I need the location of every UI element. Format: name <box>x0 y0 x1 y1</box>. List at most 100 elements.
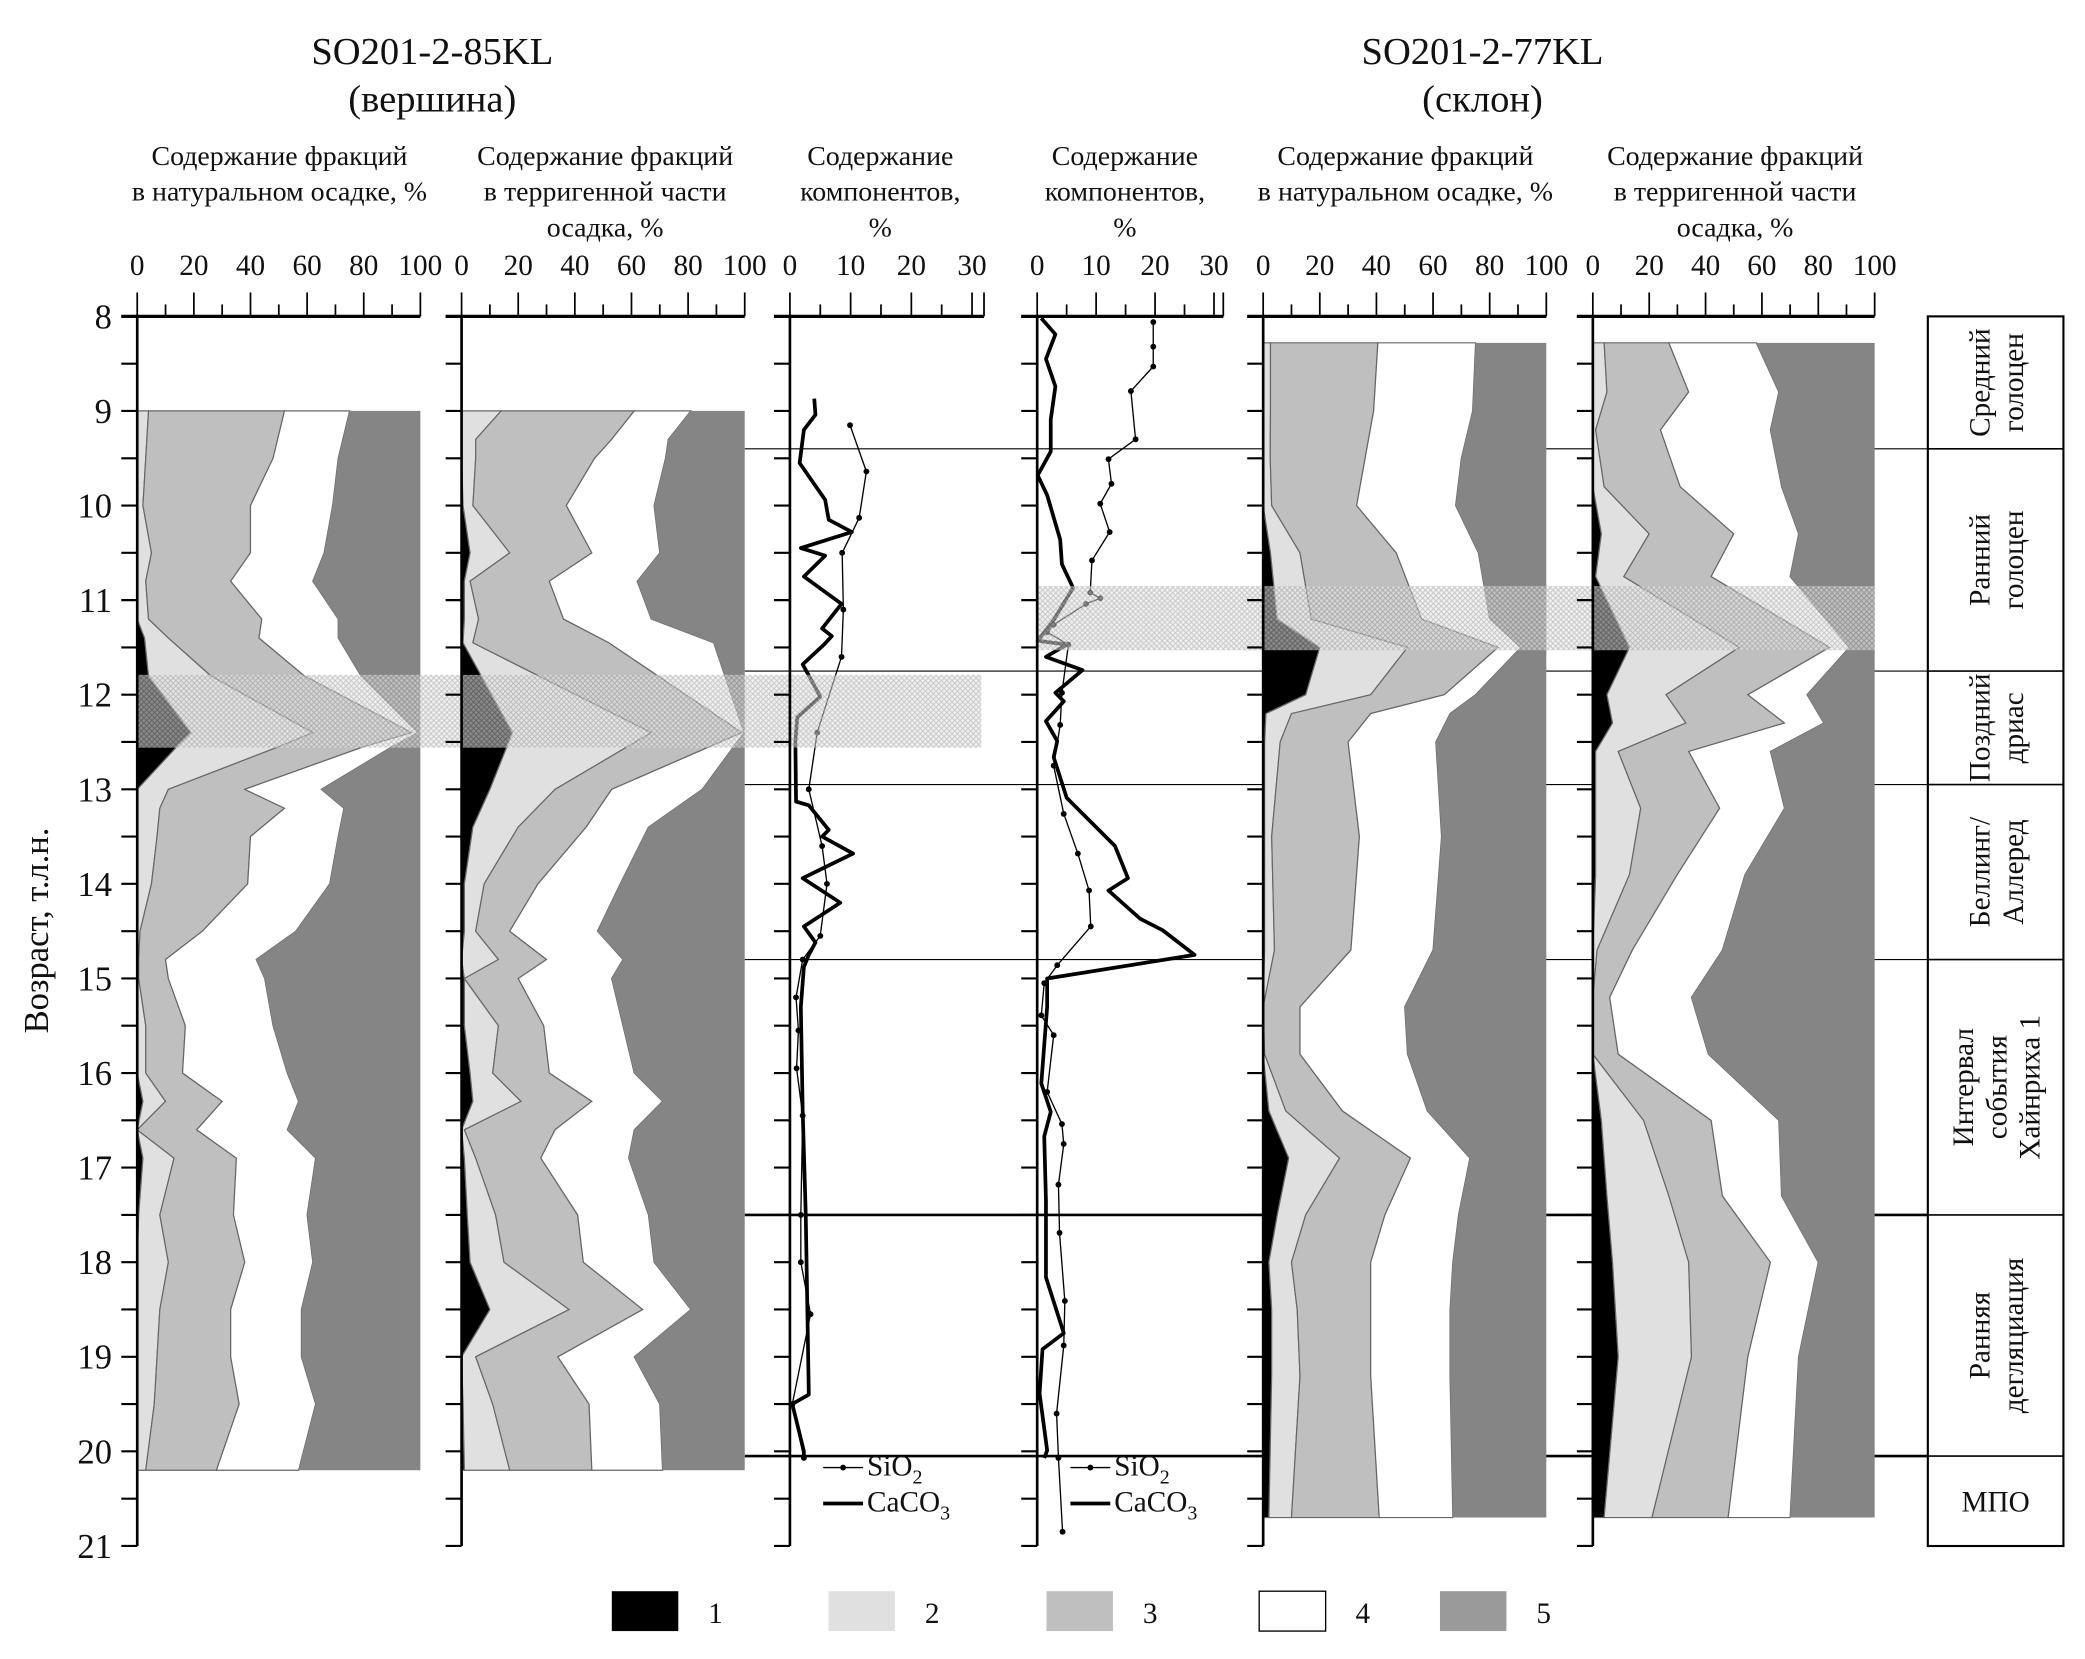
caco3-line <box>790 398 855 1459</box>
formula-main: CaCO <box>1114 1486 1187 1518</box>
series-legend-marker <box>1087 1464 1094 1471</box>
x-tick-label: 40 <box>560 250 589 282</box>
sio2-point <box>1105 456 1112 463</box>
highlight-bands <box>137 585 1875 748</box>
x-tick-label: 20 <box>179 250 208 282</box>
stage-cell: МПО <box>1962 1487 2030 1519</box>
legend-swatch-2 <box>828 1591 895 1632</box>
y-tick-label: 21 <box>77 1528 112 1566</box>
sio2-point <box>863 468 870 475</box>
x-tick-label: 60 <box>292 250 321 282</box>
sio2-point <box>1086 887 1092 894</box>
fraction-5-area <box>597 410 745 1471</box>
sio2-point <box>1108 480 1115 487</box>
sio2-point <box>1150 343 1157 350</box>
sio2-point <box>1106 529 1113 535</box>
formula-subscript: 3 <box>940 1502 950 1524</box>
legend-label: 3 <box>1143 1598 1158 1630</box>
sio2-point <box>799 956 806 963</box>
panel-title-line: в натуральном осадке, % <box>1258 177 1553 208</box>
axes <box>121 292 1876 1548</box>
sio2-point <box>1089 557 1095 564</box>
formula-main: SiO <box>867 1451 913 1483</box>
y-tick-label: 15 <box>77 960 112 998</box>
y-tick-label: 12 <box>77 677 112 715</box>
core-title: SO201-2-85KL <box>311 31 553 73</box>
panel-title-line: Содержание <box>807 141 953 172</box>
sio2-point <box>1053 1410 1060 1417</box>
x-tick-label: 100 <box>398 250 442 282</box>
caco3-line <box>1035 317 1197 1459</box>
y-tick-label: 9 <box>95 393 112 431</box>
y-tick-label: 19 <box>77 1339 112 1377</box>
stage-label: Средний <box>1965 328 1997 437</box>
stage-label: Хайнриха 1 <box>2014 1015 2046 1160</box>
x-tick-label: 0 <box>783 250 798 282</box>
sio2-point <box>1055 1181 1062 1188</box>
stage-label: голоцен <box>1998 510 2030 609</box>
x-tick-label: 10 <box>836 250 865 282</box>
sio2-point <box>1074 850 1081 857</box>
panel-title-line: в терригенной части <box>1614 177 1857 208</box>
legend-label: 5 <box>1536 1598 1551 1630</box>
x-tick-label: 60 <box>1747 250 1776 282</box>
sio2-point <box>1059 1121 1065 1128</box>
stage-cell: Интервал события Хайнриха 1 <box>1948 1015 2046 1160</box>
formula-subscript: 2 <box>913 1467 923 1489</box>
sio2-point <box>1060 1141 1067 1147</box>
sio2-point <box>847 422 853 429</box>
sio2-point <box>1132 436 1139 443</box>
stage-cell: Ранний голоцен <box>1965 510 2030 609</box>
x-tick-label: 0 <box>1030 250 1045 282</box>
sio2-point <box>856 514 863 521</box>
formula-subscript: 2 <box>1160 1467 1170 1489</box>
sio2-line <box>791 424 868 1459</box>
stage-label: Ранняя <box>1965 1292 1997 1379</box>
panel-title-line: % <box>1113 213 1136 244</box>
sio2-point <box>817 932 824 939</box>
x-tick-label: 0 <box>454 250 469 282</box>
x-tick-label: 80 <box>1475 250 1504 282</box>
legend-label: 2 <box>925 1598 940 1630</box>
sio2-point <box>1057 722 1064 728</box>
x-tick-label: 30 <box>1199 250 1228 282</box>
legend-label: 1 <box>708 1598 723 1630</box>
stage-label: дегляциация <box>1998 1258 2030 1413</box>
stage-label: Аллеред <box>1998 819 2030 924</box>
sio2-point <box>1060 810 1067 817</box>
sio2-point <box>1127 388 1134 395</box>
panel-title-line: компонентов, <box>1045 177 1205 208</box>
panel-title-line: в натуральном осадке, % <box>132 177 427 208</box>
sio2-point <box>840 606 847 613</box>
sio2-point <box>805 786 812 793</box>
stage-column-frame <box>1926 315 2065 1548</box>
x-tick-label: 60 <box>617 250 646 282</box>
sio2-point <box>839 549 846 556</box>
legend: 1 2 3 4 5 <box>611 1590 1551 1632</box>
series-legend-marker <box>840 1464 847 1471</box>
sio2-point <box>1038 1012 1045 1019</box>
sio2-line <box>1040 322 1154 1532</box>
x-tick-label: 20 <box>504 250 533 282</box>
sio2-point <box>793 1065 800 1072</box>
stage-label: дриас <box>1998 692 2030 763</box>
legend-swatch-4 <box>1258 1590 1327 1632</box>
legend-swatch-3 <box>1046 1591 1113 1632</box>
stage-label: события <box>1981 1035 2013 1139</box>
stage-cell: Беллинг/Аллеред <box>1965 816 2030 927</box>
stage-cell: Средний голоцен <box>1965 328 2030 437</box>
y-tick-label: 20 <box>77 1433 112 1471</box>
x-tick-label: 10 <box>1081 250 1110 282</box>
y-tick-label: 8 <box>95 298 112 336</box>
panel-title-line: Содержание фракций <box>1607 141 1863 172</box>
core-title: SO201-2-77KL <box>1362 31 1604 73</box>
panel-title-line: % <box>869 213 892 244</box>
sio2-point <box>1059 689 1065 696</box>
legend-label: 4 <box>1356 1598 1371 1630</box>
fraction-5-area <box>1691 342 1875 1518</box>
plot-panels <box>136 317 1875 1535</box>
formula-main: CaCO <box>867 1486 940 1518</box>
x-tick-label: 40 <box>1691 250 1720 282</box>
y-axis-title: Возраст, т.л.н. <box>18 828 56 1034</box>
sio2-point <box>1054 962 1061 969</box>
